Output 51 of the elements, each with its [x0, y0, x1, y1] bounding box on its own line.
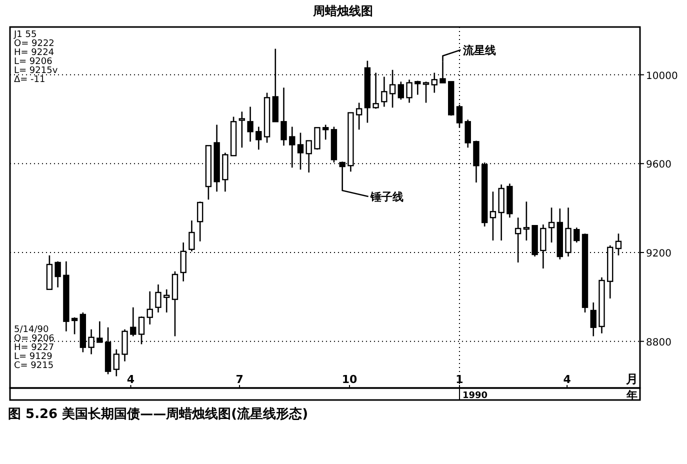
chart-title: 周蜡烛线图	[312, 4, 373, 18]
x-tick-label: 4	[126, 373, 135, 386]
candlestick	[615, 232, 622, 256]
caption: 图 5.26 美国长期国债——周蜡烛线图(流星线形态)	[8, 406, 308, 422]
y-tick-label: 8800	[646, 337, 672, 348]
y-tick-label: 10000	[646, 70, 678, 82]
candlestick	[565, 206, 572, 258]
candlestick	[414, 80, 421, 96]
annotation: J1 55 O= 9222 H= 9224 L= 9206 L= 9215v Δ= -11	[13, 30, 58, 85]
candlestick	[490, 190, 496, 242]
x-tick-label: 4	[563, 373, 572, 386]
candlestick	[398, 81, 404, 100]
candlestick	[146, 290, 153, 326]
candlestick	[196, 200, 204, 242]
candlestick	[113, 348, 120, 377]
candlestick	[381, 76, 388, 108]
candlestick	[548, 206, 555, 244]
annotation: 流星线	[462, 44, 496, 57]
candlestick	[314, 126, 320, 150]
candlestick	[238, 110, 246, 148]
y-tick-label: 9600	[646, 160, 672, 171]
candlestick	[473, 140, 480, 184]
candlestick	[122, 328, 128, 362]
x-axis-title: 月	[625, 372, 638, 386]
candlestick	[247, 106, 254, 142]
candlestick	[431, 72, 438, 94]
candlestick	[280, 87, 287, 146]
annotation: 5/14/90 O= 9206 H= 9227 L= 9129 C= 9215	[14, 325, 55, 371]
candlestick	[406, 79, 412, 104]
candlestick	[256, 126, 262, 150]
y-tick-label: 9200	[646, 248, 672, 260]
x-tick-label: 1	[456, 373, 464, 386]
candlestick	[322, 124, 329, 140]
candlestick	[71, 316, 78, 335]
candlestick	[155, 284, 162, 314]
candlestick	[164, 288, 170, 314]
candlestick	[54, 260, 61, 288]
text: 1990	[462, 391, 488, 401]
candlestick	[188, 220, 195, 252]
candlestick	[464, 118, 471, 148]
text: 年	[626, 389, 638, 402]
candlestick	[590, 302, 596, 337]
x-tick-label: 7	[236, 373, 244, 386]
annotation: 锤子线	[369, 190, 404, 204]
x-tick-label: 10	[342, 373, 358, 386]
candlestick	[523, 200, 530, 242]
candlestick	[356, 102, 362, 130]
candlestick	[422, 81, 430, 104]
candlestick	[574, 226, 580, 244]
candlestick	[498, 184, 504, 242]
candlestick	[130, 306, 136, 337]
